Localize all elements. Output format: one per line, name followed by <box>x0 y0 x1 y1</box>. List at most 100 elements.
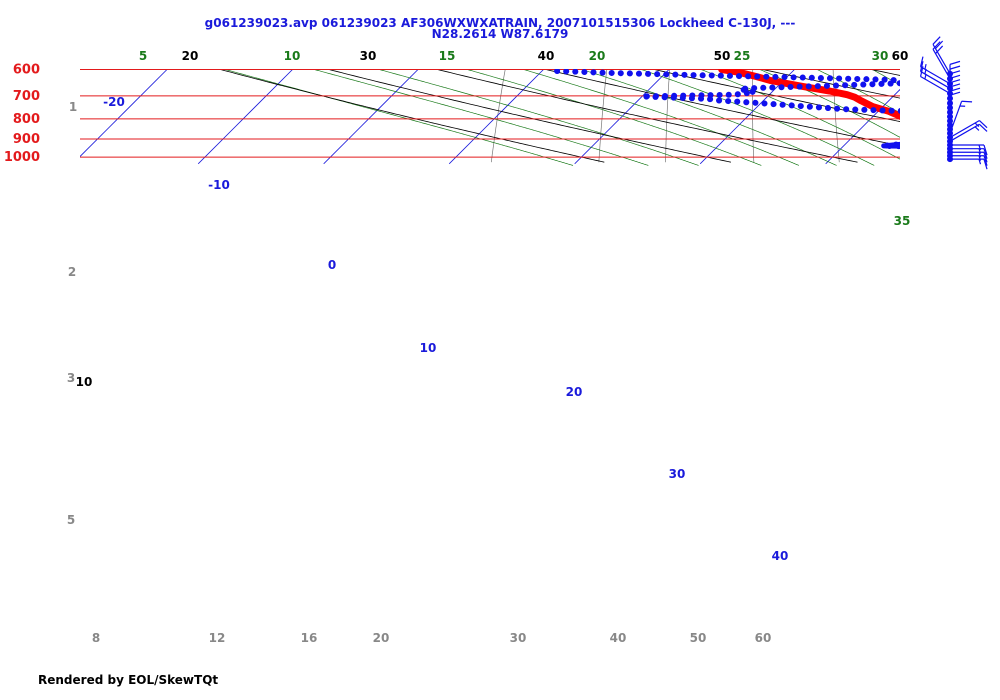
moist-adiabat-line <box>638 69 875 166</box>
footer-credit: Rendered by EOL/SkewTQt <box>38 673 219 687</box>
wind-barb-half-flag <box>978 155 982 161</box>
isotherm-label: -10 <box>208 178 230 192</box>
isotherm-label: 20 <box>566 385 583 399</box>
dry-adiabat-line <box>433 69 858 163</box>
wind-barb-flag <box>983 158 988 170</box>
isobar-label: 800 <box>13 112 40 127</box>
wind-barb-staff <box>920 66 951 85</box>
moist-adiabat-label: 25 <box>734 49 751 63</box>
wind-barb-staff <box>920 70 951 89</box>
moist-adiabat-label: 20 <box>589 49 606 63</box>
mixing-ratio-label: 16 <box>301 631 318 645</box>
mixing-ratio-label: 1 <box>69 100 77 114</box>
mixing-ratio-label: 20 <box>373 631 390 645</box>
wind-barb-flag <box>961 100 973 103</box>
isotherm-line <box>825 88 900 165</box>
isobar-label: 600 <box>13 63 40 78</box>
wind-barb-flag <box>919 61 924 72</box>
wind-barb-flag <box>979 120 988 129</box>
moist-adiabat-label: 30 <box>872 49 889 63</box>
isobar-label: 900 <box>13 132 40 147</box>
title-line-1: g061239023.avp 061239023 AF306WXWXATRAIN… <box>204 16 796 30</box>
wind-barb <box>947 119 988 141</box>
isotherm-line <box>448 69 545 165</box>
wind-barb <box>947 142 988 156</box>
wind-barb-flag <box>935 40 944 50</box>
wind-barb-half-flag <box>978 144 982 151</box>
dry-adiabat-label: 50 <box>714 49 731 63</box>
mixing-ratio-label: 50 <box>690 631 707 645</box>
wind-barb <box>932 36 953 77</box>
dry-adiabat-line <box>758 69 900 99</box>
chart-title: g061239023.avp 061239023 AF306WXWXATRAIN… <box>0 16 1000 41</box>
isotherm-line <box>574 69 671 165</box>
dry-adiabat-label: 60 <box>892 49 909 63</box>
wind-barb-staff <box>920 75 951 94</box>
moist-adiabat-line <box>464 69 762 166</box>
wind-barb-staff <box>949 123 980 142</box>
mixing-ratio-label: 8 <box>92 631 100 645</box>
wind-barb-half-flag <box>978 152 982 158</box>
wind-barb-half-flag <box>924 64 927 70</box>
title-line-2: N28.2614 W87.6179 <box>431 27 569 41</box>
dry-adiabat-line <box>325 69 731 163</box>
mixing-ratio-label: 12 <box>209 631 226 645</box>
moist-adiabat-label: 15 <box>439 49 456 63</box>
wind-barb-flag <box>979 123 988 132</box>
dry-adiabat-line <box>542 69 900 147</box>
wind-barb-flag <box>949 65 961 70</box>
isotherm-label: 0 <box>328 258 336 272</box>
wind-barb-staff <box>932 43 951 75</box>
isotherm-label: 30 <box>669 467 686 481</box>
isotherm-line <box>80 69 169 158</box>
moist-adiabat-line <box>311 69 649 166</box>
dry-adiabat-line <box>217 69 605 163</box>
wind-barb-half-flag <box>974 126 980 131</box>
mixing-ratio-label: 2 <box>68 265 76 279</box>
mixing-ratio-label: 30 <box>510 631 527 645</box>
moist-adiabat-label: 5 <box>139 49 147 63</box>
mixing-ratio-label: 5 <box>67 513 75 527</box>
moist-adiabat-line <box>579 69 837 166</box>
isotherm-line <box>323 69 420 165</box>
wind-barb-half-flag <box>978 158 982 165</box>
wind-barb-staff <box>949 119 980 139</box>
wind-barb-half-flag <box>974 122 980 128</box>
moist-adiabat-line <box>520 69 800 166</box>
mixing-ratio-line <box>665 69 671 163</box>
wind-barb-half-flag <box>978 148 982 154</box>
mixing-ratio-line <box>905 68 916 162</box>
wind-barb-flag <box>983 148 988 159</box>
dry-adiabat-label: 20 <box>182 49 199 63</box>
wind-barb <box>919 56 953 87</box>
wind-barb-flag <box>983 144 988 156</box>
isotherm-label: 10 <box>420 341 437 355</box>
wind-barb-flag <box>983 152 988 163</box>
moist-adiabat-line <box>222 69 574 166</box>
mixing-ratio-label: 40 <box>610 631 627 645</box>
moist-adiabat-line <box>921 67 1000 166</box>
isotherm-label: -20 <box>103 95 125 109</box>
wind-barb-flag <box>932 41 941 50</box>
moist-adiabat-line <box>376 69 699 166</box>
wind-barb-flag <box>932 36 941 45</box>
wind-barb-flag <box>983 155 988 166</box>
isobar-label: 1000 <box>4 150 40 165</box>
mixing-ratio-label: 60 <box>755 631 772 645</box>
dry-adiabat-line <box>650 69 900 122</box>
dry-adiabat-label: 10 <box>76 375 93 389</box>
moist-adiabat-label: 35 <box>894 214 911 228</box>
mixing-ratio-line <box>490 69 506 163</box>
wind-barb-flag <box>949 60 961 65</box>
isotherm-label: 40 <box>772 549 789 563</box>
moist-adiabat-label: 10 <box>284 49 301 63</box>
dry-adiabat-label: 30 <box>360 49 377 63</box>
isobar-label: 700 <box>13 89 40 104</box>
wind-barb-flag <box>935 45 944 54</box>
wind-barb <box>947 156 988 170</box>
wind-barb-flag <box>919 56 924 67</box>
mixing-ratio-label: 3 <box>67 371 75 385</box>
isotherm-line <box>197 69 294 165</box>
dry-adiabat-label: 40 <box>538 49 555 63</box>
